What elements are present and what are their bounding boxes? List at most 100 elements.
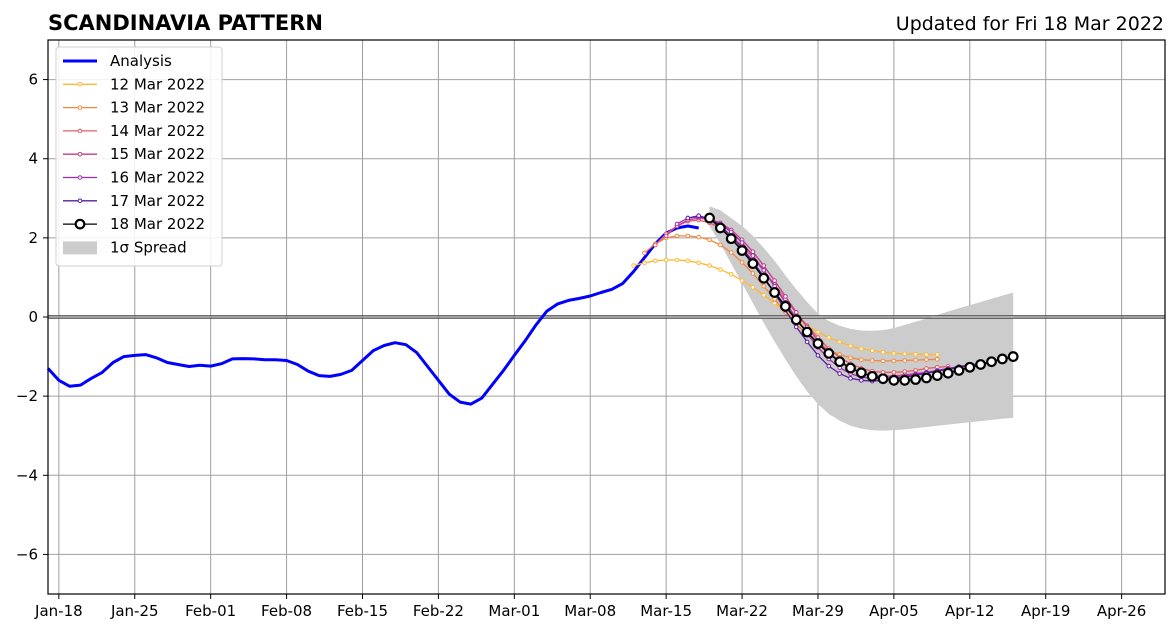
data-point xyxy=(902,358,908,363)
data-point xyxy=(877,373,889,385)
data-point xyxy=(728,229,734,235)
legend-label: 16 Mar 2022 xyxy=(110,169,205,187)
series-line xyxy=(676,216,970,379)
data-point xyxy=(859,378,864,383)
data-point xyxy=(653,258,658,264)
data-point xyxy=(913,351,918,357)
data-point xyxy=(696,260,701,266)
data-point xyxy=(866,370,878,382)
data-point xyxy=(934,352,940,357)
legend-entry: 18 Mar 2022 xyxy=(63,215,205,233)
data-point xyxy=(707,237,712,243)
y-tick-label: 0 xyxy=(28,308,38,326)
data-point xyxy=(953,365,965,376)
legend-marker xyxy=(77,175,83,180)
data-point xyxy=(812,338,824,349)
data-point xyxy=(685,233,691,239)
legend-marker xyxy=(77,105,83,110)
data-point xyxy=(804,339,810,345)
updated-date: Updated for Fri 18 Mar 2022 xyxy=(896,13,1164,35)
data-point xyxy=(1007,351,1019,362)
data-point xyxy=(631,263,636,268)
data-point xyxy=(663,257,669,263)
data-point xyxy=(707,263,712,268)
legend-entry: 1σ Spread xyxy=(63,238,187,256)
legend-entry: 15 Mar 2022 xyxy=(63,145,205,163)
legend-marker xyxy=(77,198,83,204)
data-point xyxy=(891,370,897,375)
data-point xyxy=(747,258,759,269)
x-tick-label: Mar-01 xyxy=(488,602,540,620)
legend-entry: 17 Mar 2022 xyxy=(63,192,205,210)
data-point xyxy=(642,250,647,256)
data-point xyxy=(891,358,897,364)
legend-label: Analysis xyxy=(110,52,172,70)
x-tick-label: Jan-18 xyxy=(34,602,83,620)
data-point xyxy=(728,271,734,277)
data-point xyxy=(728,250,734,255)
data-point xyxy=(837,339,842,345)
data-point xyxy=(739,240,745,245)
data-point xyxy=(902,351,908,357)
legend-label: 12 Mar 2022 xyxy=(110,75,205,93)
forecast-18-mar-2022 xyxy=(704,212,1019,386)
data-point xyxy=(837,371,842,376)
data-point xyxy=(880,349,886,355)
data-point xyxy=(761,292,767,298)
legend-marker xyxy=(77,128,83,134)
legend-label: 17 Mar 2022 xyxy=(110,192,205,210)
y-tick-label: −6 xyxy=(16,545,38,563)
data-point xyxy=(739,278,745,283)
data-point xyxy=(869,358,875,363)
data-point xyxy=(793,309,799,315)
data-point xyxy=(696,234,701,240)
data-point xyxy=(739,260,745,265)
data-point xyxy=(996,353,1008,365)
data-point xyxy=(910,374,921,385)
data-point xyxy=(783,294,788,299)
legend-label: 15 Mar 2022 xyxy=(110,145,205,163)
y-tick-label: −2 xyxy=(16,387,38,405)
data-point xyxy=(913,357,918,363)
data-point xyxy=(714,222,726,234)
data-point xyxy=(674,233,680,239)
data-point xyxy=(899,374,911,386)
data-point xyxy=(758,272,770,284)
x-tick-label: Apr-26 xyxy=(1097,602,1147,620)
data-point xyxy=(780,300,791,312)
data-point xyxy=(772,296,777,302)
data-point xyxy=(685,215,691,221)
data-point xyxy=(696,213,701,218)
data-point xyxy=(736,245,748,256)
data-point xyxy=(921,372,932,384)
data-point xyxy=(761,283,767,289)
data-point xyxy=(931,370,943,381)
data-point xyxy=(790,314,802,326)
x-tick-label: Mar-22 xyxy=(716,602,768,620)
data-point xyxy=(772,300,777,306)
legend-marker xyxy=(77,151,83,157)
forecast-series xyxy=(631,212,1019,386)
data-point xyxy=(859,357,864,363)
axes: Jan-18 Jan-25 Feb-01 Feb-08 Feb-15 Feb-22 Mar-… xyxy=(16,39,1166,620)
legend-label: 18 Mar 2022 xyxy=(110,215,205,233)
data-point xyxy=(934,357,940,362)
data-point xyxy=(663,233,669,239)
x-tick-label: Apr-19 xyxy=(1021,602,1071,620)
data-point xyxy=(718,242,723,248)
data-point xyxy=(986,356,997,368)
data-point xyxy=(848,343,853,349)
data-point xyxy=(880,358,886,364)
data-point xyxy=(653,242,658,248)
legend: Analysis 12 Mar 2022 13 Mar 2022 14 Mar 202… xyxy=(55,46,223,267)
legend-marker xyxy=(77,82,83,87)
x-tick-label: Feb-15 xyxy=(337,602,388,620)
data-point xyxy=(815,329,821,335)
data-point xyxy=(834,356,846,368)
analysis-series xyxy=(46,224,699,406)
data-point xyxy=(975,359,987,370)
data-point xyxy=(924,357,929,363)
data-point xyxy=(750,285,756,290)
y-tick-label: −4 xyxy=(16,466,38,484)
x-tick-label: Feb-01 xyxy=(185,602,236,620)
